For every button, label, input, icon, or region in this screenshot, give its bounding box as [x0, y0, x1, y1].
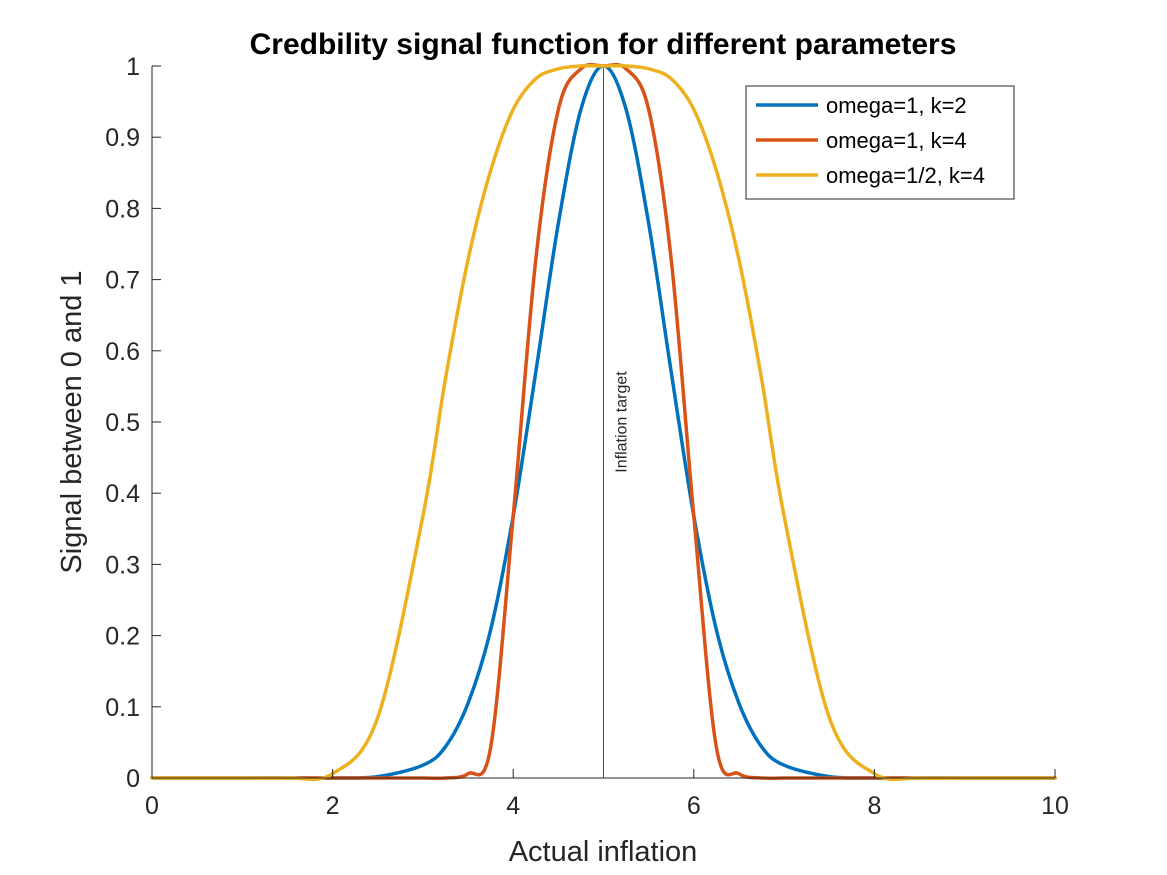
legend-entry: omega=1/2, k=4	[826, 163, 985, 188]
legend-entry: omega=1, k=2	[826, 93, 967, 118]
legend-entry: omega=1, k=4	[826, 128, 967, 153]
y-tick-label: 0.2	[105, 623, 140, 651]
inflation-target-label: Inflation target	[614, 371, 631, 473]
y-tick-label: 0.8	[105, 195, 140, 223]
y-tick-label: 0.7	[105, 267, 140, 295]
series-line-3	[150, 64, 1057, 782]
x-tick-label: 4	[506, 792, 520, 820]
y-tick-label: 0.9	[105, 124, 140, 152]
x-tick-label: 2	[326, 792, 340, 820]
y-axis-label: Signal between 0 and 1	[56, 270, 88, 573]
y-tick-label: 1	[126, 53, 140, 81]
x-tick-label: 10	[1041, 792, 1069, 820]
x-axis-label: Actual inflation	[509, 836, 698, 868]
y-tick-label: 0.4	[105, 480, 140, 508]
y-tick-label: 0.6	[105, 338, 140, 366]
legend: omega=1, k=2 omega=1, k=4 omega=1/2, k=4	[745, 85, 1015, 200]
y-tick-label: 0	[126, 765, 140, 793]
y-tick-label: 0.5	[105, 409, 140, 437]
y-tick-label: 0.1	[105, 694, 140, 722]
x-tick-label: 0	[145, 792, 159, 820]
chart-title: Credbility signal function for different…	[250, 28, 957, 61]
x-tick-label: 8	[867, 792, 881, 820]
x-tick-label: 6	[687, 792, 701, 820]
axes: 0 2 4 6 8 10 0 0.1 0.2 0.3 0.4 0.5 0.6 0.7 0.8 0.9 1	[105, 53, 1069, 820]
y-tick-label: 0.3	[105, 551, 140, 579]
